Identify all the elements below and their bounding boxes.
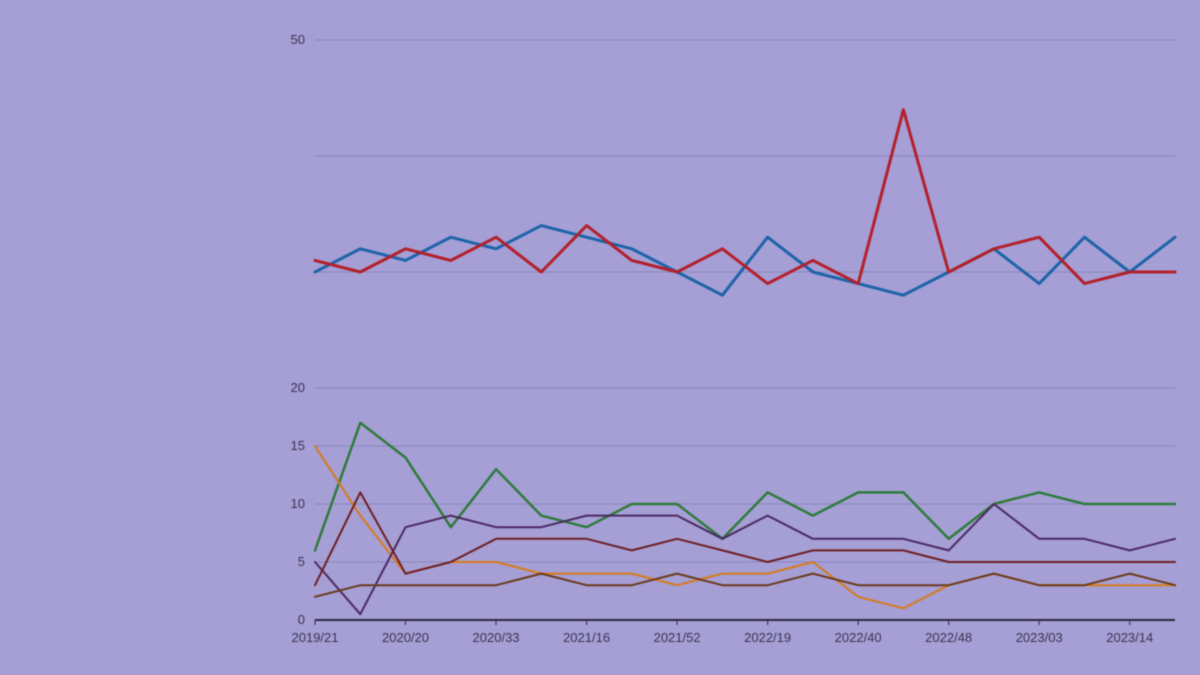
x-tick-label: 2019/21 [292,630,339,645]
series-brown [315,574,1175,597]
y-tick-label: 0 [298,612,305,627]
x-tick-label: 2021/52 [654,630,701,645]
series-green [315,423,1175,551]
chart-layer: 0 5 10 15 20 50 2019/21 2020/20 2020/33 2021/16 20… [0,0,1200,675]
figure: 0 5 10 15 20 50 2019/21 2020/20 2020/33 2021/16 20… [0,0,1200,675]
x-tick-label: 2023/14 [1106,630,1153,645]
line-chart: 0 5 10 15 20 50 2019/21 2020/20 2020/33 2021/16 20… [0,0,1200,675]
x-tick-label: 2021/16 [563,630,610,645]
x-tick-label: 2020/33 [473,630,520,645]
x-tick-label: 2022/40 [835,630,882,645]
y-tick-label: 50 [291,32,305,47]
series-red [315,110,1175,284]
x-tick-label: 2022/19 [744,630,791,645]
x-tick-label: 2020/20 [382,630,429,645]
x-tick-label: 2022/48 [925,630,972,645]
y-tick-label: 10 [291,496,305,511]
series-darkpurple [315,504,1175,614]
series-blue [315,226,1175,296]
x-tick-label: 2023/03 [1016,630,1063,645]
y-tick-label: 5 [298,554,305,569]
y-tick-label: 20 [291,380,305,395]
y-tick-label: 15 [291,438,305,453]
